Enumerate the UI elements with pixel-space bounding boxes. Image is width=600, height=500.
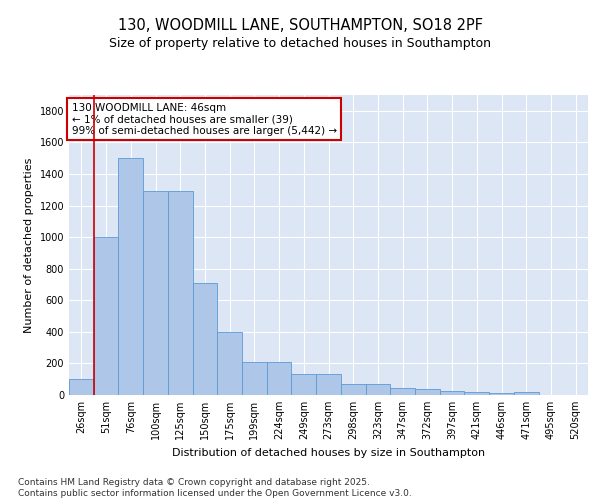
Bar (464, 392, 489, 395)
Bar (94, 237, 118, 395)
Text: 130, WOODMILL LANE, SOUTHAMPTON, SO18 2PF: 130, WOODMILL LANE, SOUTHAMPTON, SO18 2P… (118, 18, 482, 32)
Bar (168, 192, 193, 395)
Bar (316, 374, 341, 395)
Text: Contains HM Land Registry data © Crown copyright and database right 2025.
Contai: Contains HM Land Registry data © Crown c… (18, 478, 412, 498)
Bar (193, 283, 217, 395)
Bar (440, 390, 464, 395)
Bar (217, 332, 242, 395)
Text: Size of property relative to detached houses in Southampton: Size of property relative to detached ho… (109, 38, 491, 51)
Bar (365, 384, 390, 395)
Y-axis label: Number of detached properties: Number of detached properties (24, 158, 34, 332)
Bar (489, 392, 514, 395)
Text: 130 WOODMILL LANE: 46sqm
← 1% of detached houses are smaller (39)
99% of semi-de: 130 WOODMILL LANE: 46sqm ← 1% of detache… (71, 102, 337, 136)
Bar (341, 384, 365, 395)
Bar (415, 390, 440, 395)
Bar (390, 388, 415, 395)
X-axis label: Distribution of detached houses by size in Southampton: Distribution of detached houses by size … (172, 448, 485, 458)
Bar (143, 192, 168, 395)
Bar (514, 392, 539, 395)
Bar (69, 379, 94, 395)
Bar (267, 362, 292, 395)
Bar (242, 362, 267, 395)
Bar (118, 158, 143, 395)
Bar (292, 374, 316, 395)
